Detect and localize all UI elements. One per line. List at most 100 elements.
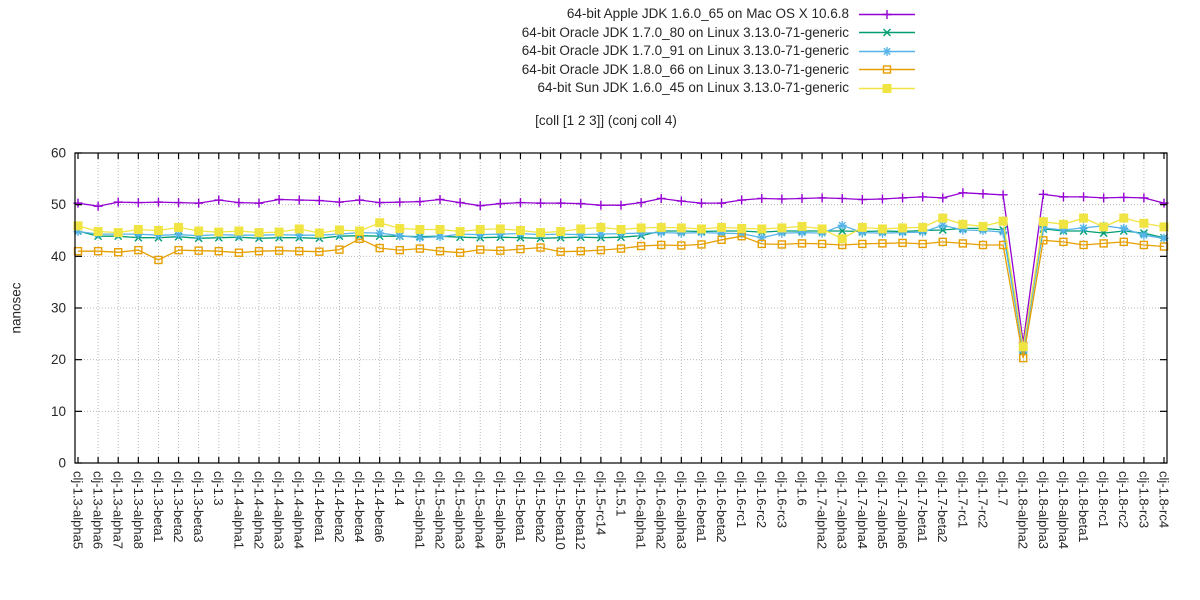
point-marker-plus bbox=[1099, 193, 1109, 203]
point-marker-plus bbox=[415, 197, 425, 207]
point-marker-square-filled bbox=[938, 213, 948, 223]
point-marker-plus bbox=[194, 198, 204, 208]
point-marker-square-open bbox=[717, 235, 726, 245]
x-tick-label: clj-1.5-alpha4 bbox=[473, 471, 488, 549]
point-marker-plus bbox=[898, 193, 908, 203]
point-marker-plus bbox=[696, 198, 706, 208]
point-marker-plus bbox=[234, 198, 244, 208]
point-marker-square-open bbox=[616, 244, 626, 253]
point-marker-plus bbox=[93, 201, 103, 211]
x-tick-label: clj-1.3-beta1 bbox=[151, 471, 166, 543]
point-marker-square-filled bbox=[857, 222, 867, 232]
point-marker-asterisk bbox=[194, 231, 204, 241]
point-marker-asterisk bbox=[636, 228, 646, 238]
x-tick-label: clj-1.3-alpha6 bbox=[91, 471, 106, 549]
point-marker-plus bbox=[515, 198, 525, 208]
point-marker-asterisk bbox=[475, 230, 485, 240]
point-marker-square-open bbox=[1139, 240, 1149, 250]
x-tick-label: clj-1.6 bbox=[794, 471, 809, 506]
x-tick-label: clj-1.4-beta1 bbox=[312, 471, 327, 543]
point-marker-square-filled bbox=[676, 223, 686, 233]
point-marker-cross bbox=[883, 28, 891, 37]
legend-label: 64-bit Apple JDK 1.6.0_65 on Mac OS X 10… bbox=[566, 6, 849, 21]
point-marker-square-filled bbox=[1159, 222, 1169, 232]
y-tick-label: 10 bbox=[51, 404, 66, 419]
point-marker-square-open bbox=[476, 245, 485, 254]
point-marker-square-filled bbox=[978, 221, 988, 231]
legend-label: 64-bit Oracle JDK 1.7.0_80 on Linux 3.13… bbox=[521, 24, 849, 40]
point-marker-plus bbox=[334, 197, 344, 207]
point-marker-asterisk bbox=[1018, 347, 1028, 357]
point-marker-square-filled bbox=[93, 227, 103, 237]
point-marker-square-filled bbox=[1139, 218, 1149, 228]
point-marker-plus bbox=[1079, 192, 1089, 202]
legend-sample bbox=[859, 46, 915, 56]
x-tick-label: clj-1.3 bbox=[211, 471, 226, 506]
legend-item: 64-bit Oracle JDK 1.8.0_66 on Linux 3.13… bbox=[0, 61, 916, 80]
point-marker-square-filled bbox=[737, 223, 747, 233]
point-marker-square-open bbox=[274, 246, 284, 255]
x-tick-label: clj-1.5-beta2 bbox=[533, 471, 548, 543]
point-marker-plus bbox=[1038, 189, 1048, 199]
point-marker-asterisk bbox=[133, 229, 143, 239]
x-tick-label: clj-1.8-rc4 bbox=[1156, 471, 1171, 528]
x-tick-label: clj-1.8-beta1 bbox=[1076, 471, 1091, 543]
point-marker-square-filled bbox=[435, 224, 445, 234]
point-marker-cross bbox=[838, 227, 847, 236]
point-marker-square-open bbox=[1079, 240, 1088, 250]
point-marker-square-open bbox=[114, 247, 123, 257]
point-marker-asterisk bbox=[717, 228, 727, 238]
point-marker-plus bbox=[1139, 193, 1149, 203]
series-sun-jdk-1-6-0-45 bbox=[73, 213, 1169, 352]
point-marker-plus bbox=[113, 197, 123, 207]
point-marker-plus bbox=[857, 195, 867, 204]
point-marker-asterisk bbox=[1139, 230, 1149, 240]
x-tick-label: clj-1.3-beta3 bbox=[191, 471, 206, 543]
point-marker-asterisk bbox=[73, 227, 83, 237]
x-tick-label: clj-1.7-beta2 bbox=[935, 471, 950, 543]
point-marker-square-filled bbox=[475, 224, 485, 234]
point-marker-asterisk bbox=[898, 228, 908, 238]
point-marker-square-filled bbox=[777, 223, 787, 233]
point-marker-asterisk bbox=[737, 229, 747, 239]
x-tick-label: clj-1.7-rc2 bbox=[975, 471, 990, 528]
point-marker-square-filled bbox=[596, 222, 606, 232]
point-marker-square-open bbox=[878, 239, 887, 248]
point-marker-plus bbox=[817, 193, 827, 203]
point-marker-square-open bbox=[657, 240, 666, 250]
point-marker-plus bbox=[314, 196, 324, 206]
point-marker-square-open bbox=[817, 239, 827, 249]
legend-item: 64-bit Oracle JDK 1.7.0_91 on Linux 3.13… bbox=[0, 42, 916, 61]
legend-item: 64-bit Apple JDK 1.6.0_65 on Mac OS X 10… bbox=[0, 5, 916, 24]
x-tick-label: clj-1.5-alpha2 bbox=[432, 471, 447, 549]
point-marker-plus bbox=[1058, 192, 1068, 202]
point-marker-square-filled bbox=[515, 226, 525, 235]
point-marker-square-open bbox=[93, 246, 103, 256]
point-marker-square-filled bbox=[882, 83, 892, 93]
point-marker-plus bbox=[153, 197, 163, 207]
point-marker-asterisk bbox=[1159, 233, 1169, 243]
x-tick-label: clj-1.4-alpha1 bbox=[231, 471, 246, 549]
x-tick-label: clj-1.8-rc1 bbox=[1096, 471, 1111, 528]
point-marker-plus bbox=[536, 198, 546, 208]
point-marker-plus bbox=[918, 192, 928, 202]
point-marker-square-open bbox=[576, 246, 585, 256]
x-tick-label: clj-1.4-alpha3 bbox=[272, 471, 287, 549]
point-marker-plus bbox=[133, 198, 143, 208]
point-marker-asterisk bbox=[882, 46, 892, 56]
point-marker-square-open bbox=[596, 245, 606, 255]
x-tick-label: clj-1.3-alpha7 bbox=[111, 471, 126, 549]
x-tick-label: clj-1.8-alpha4 bbox=[1056, 471, 1071, 549]
point-marker-asterisk bbox=[757, 233, 767, 243]
y-tick-label: 40 bbox=[51, 249, 66, 264]
point-marker-square-filled bbox=[696, 224, 706, 234]
x-tick-label: clj-1.4-beta2 bbox=[332, 471, 347, 543]
point-marker-asterisk bbox=[435, 232, 445, 242]
point-marker-asterisk bbox=[797, 228, 807, 238]
point-marker-square-open bbox=[335, 245, 344, 254]
series-line bbox=[78, 235, 1165, 359]
point-marker-square-open bbox=[214, 246, 223, 256]
point-marker-square-open bbox=[677, 241, 686, 250]
legend-item: 64-bit Sun JDK 1.6.0_45 on Linux 3.13.0-… bbox=[0, 79, 916, 98]
